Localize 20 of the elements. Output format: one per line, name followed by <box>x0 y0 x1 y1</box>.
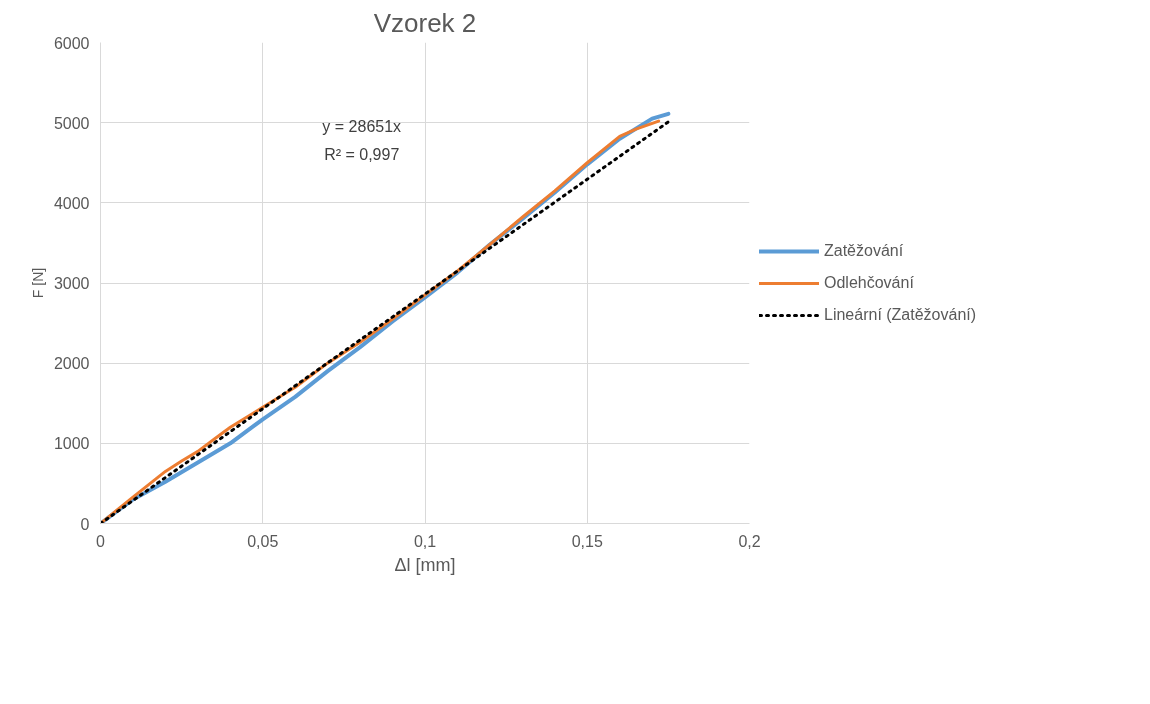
y-tick-label: 6000 <box>53 34 90 52</box>
y-tick-label: 3000 <box>53 275 90 292</box>
y-tick-label: 0 <box>80 515 90 533</box>
legend-label: Odlehčování <box>824 273 914 292</box>
y-tick-label: 4000 <box>53 194 90 212</box>
chart-title: Vzorek 2 <box>373 7 477 38</box>
y-axis-title: F [N] <box>29 267 46 299</box>
x-tick-label: 0 <box>96 532 106 550</box>
annotation: R² = 0,997 <box>324 146 400 164</box>
x-tick-label: 0,15 <box>571 532 603 550</box>
x-tick-label: 0,1 <box>413 532 437 550</box>
y-tick-label: 2000 <box>53 355 90 373</box>
x-tick-label: 0,2 <box>738 532 761 550</box>
y-tick-label: 1000 <box>53 435 90 453</box>
legend-label: Zatěžování <box>824 241 904 260</box>
y-tick-label: 5000 <box>53 114 90 132</box>
x-tick-label: 0,05 <box>247 532 279 550</box>
legend-label: Lineární (Zatěžování) <box>824 305 977 324</box>
x-axis-title: Δl [mm] <box>394 554 456 575</box>
annotation: y = 28651x <box>322 118 402 136</box>
